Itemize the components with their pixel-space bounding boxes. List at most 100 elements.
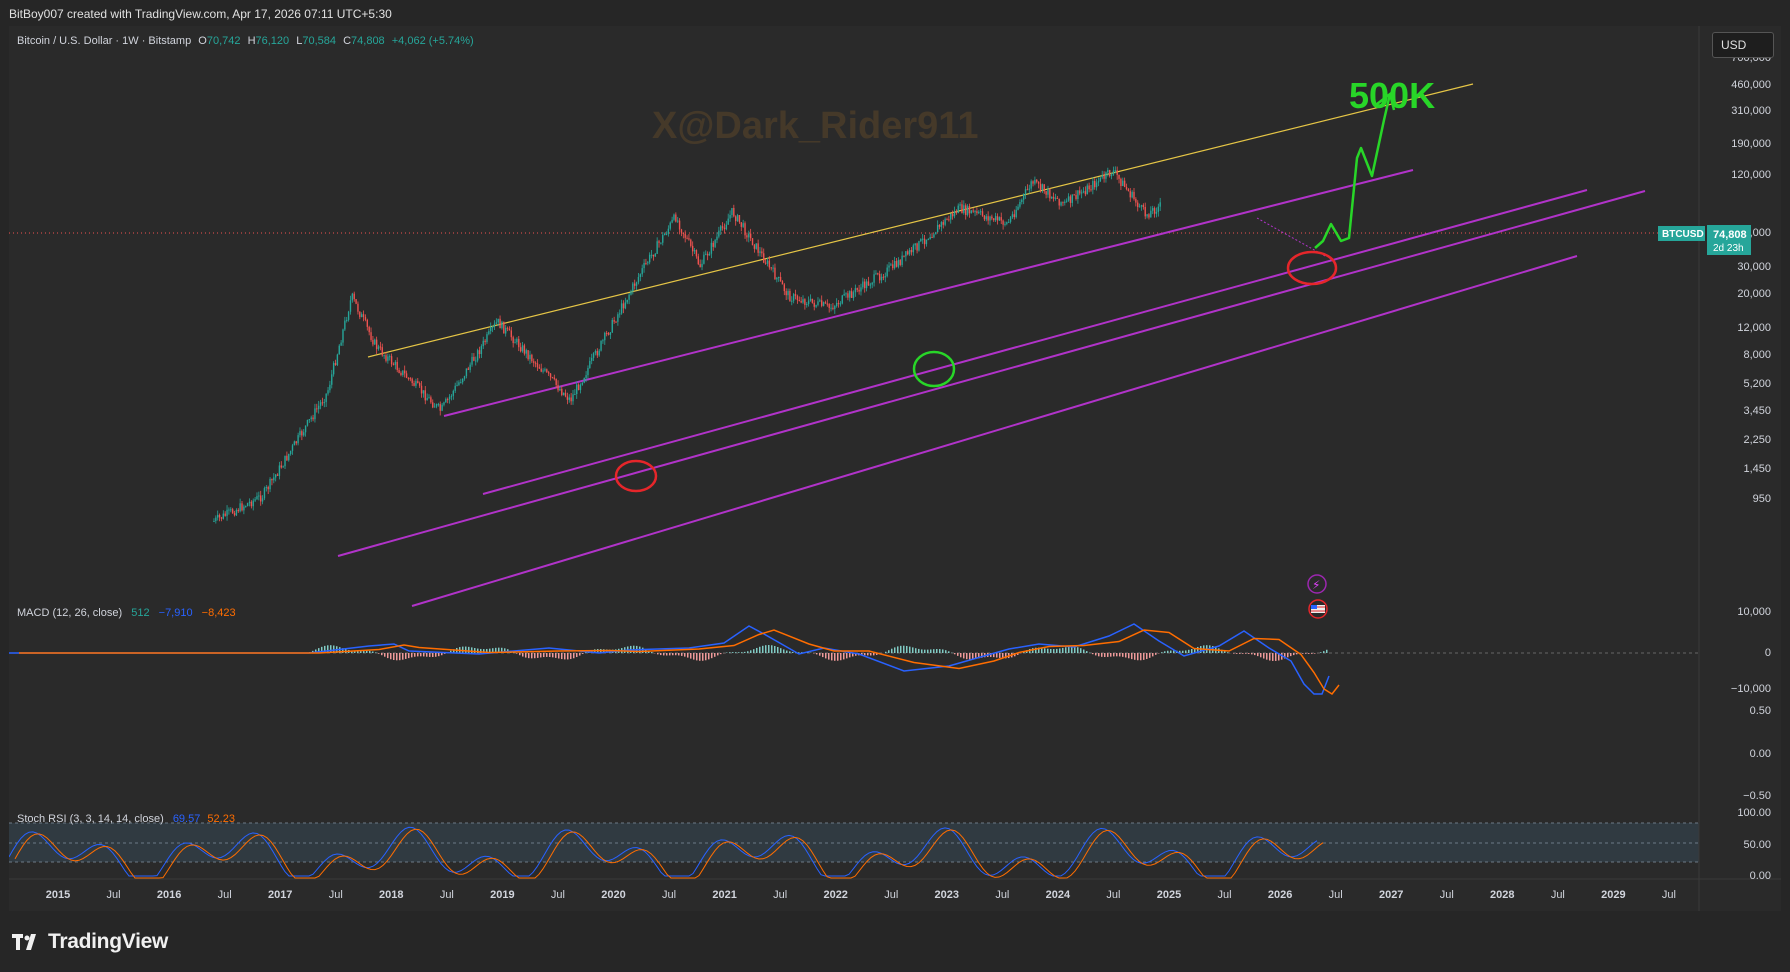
macd-histogram-bar — [1287, 653, 1289, 658]
channel-line-1[interactable] — [443, 169, 1414, 417]
macd-histogram-bar — [678, 653, 680, 656]
candle-body — [284, 455, 286, 467]
macd-histogram-bar — [1053, 649, 1055, 653]
macd-histogram-bar — [1128, 653, 1130, 659]
candle-body — [925, 239, 928, 245]
candle-body — [1052, 196, 1055, 199]
candle-body — [551, 377, 554, 379]
candle-body — [792, 294, 795, 301]
candle-body — [555, 378, 557, 385]
channel-line-4[interactable] — [411, 255, 1578, 607]
candle-body — [235, 509, 238, 516]
tradingview-logo[interactable]: TradingView — [12, 930, 168, 954]
top-resistance-line[interactable] — [367, 83, 1474, 358]
candle-body — [830, 307, 832, 309]
candle-body — [736, 215, 739, 222]
candle-body — [493, 323, 496, 327]
candle-body — [946, 219, 948, 221]
candle-body — [243, 506, 245, 511]
macd-histogram-bar — [957, 653, 959, 656]
channel-line-3[interactable] — [337, 190, 1646, 557]
candle-body — [880, 276, 883, 281]
macd-histogram-bar — [765, 645, 767, 653]
macd-histogram-bar — [675, 653, 677, 656]
candle-body — [533, 361, 535, 363]
macd-signal-line — [19, 629, 1340, 695]
candle-body — [454, 385, 456, 391]
event-icon-earnings[interactable]: ⚡ — [1307, 574, 1327, 594]
candle-body — [506, 327, 509, 329]
short-trend-line[interactable] — [1256, 217, 1326, 257]
candle-body — [920, 239, 922, 242]
macd-histogram-bar — [1161, 652, 1163, 653]
macd-histogram-bar — [684, 653, 686, 657]
red-circle-2026-low[interactable] — [1286, 250, 1338, 286]
macd-histogram-bar — [1275, 653, 1277, 661]
price-tick-label: 1,450 — [1743, 463, 1771, 475]
candle-body — [1088, 185, 1090, 190]
candle-body — [877, 273, 879, 275]
candle-body — [1135, 198, 1137, 203]
candle-body — [407, 377, 410, 379]
candle-body — [882, 276, 885, 278]
macd-histogram-bar — [996, 653, 998, 658]
candle-body — [598, 350, 600, 356]
candle-body — [940, 222, 943, 227]
candle-body — [583, 378, 585, 383]
channel-line-2[interactable] — [482, 189, 1588, 495]
time-tick-label: 2023 — [935, 889, 959, 901]
macd-histogram-bar — [1047, 648, 1049, 653]
us-flag-icon[interactable] — [1308, 599, 1328, 619]
macd-histogram-bar — [1167, 650, 1169, 653]
change-value: +4,062 (+5.74%) — [392, 35, 474, 47]
macd-histogram-bar — [789, 651, 791, 653]
candle-body — [544, 369, 546, 371]
macd-histogram-bar — [567, 653, 569, 660]
candle-body — [965, 205, 967, 215]
macd-histogram-bar — [390, 653, 392, 660]
macd-histogram-bar — [651, 652, 653, 653]
time-tick-label: 2018 — [379, 889, 403, 901]
macd-histogram-bar — [387, 653, 389, 659]
macd-histogram-bar — [663, 653, 665, 656]
candle-body — [577, 384, 580, 391]
candle-body — [336, 354, 339, 366]
macd-histogram-bar — [681, 653, 683, 656]
macd-histogram-bar — [1179, 650, 1181, 653]
candle-body — [1110, 174, 1113, 177]
candle-body — [576, 384, 578, 395]
macd-histogram-bar — [843, 653, 845, 660]
macd-histogram-bar — [570, 653, 572, 660]
candle-body — [658, 241, 660, 243]
macd-histogram-bar — [579, 653, 581, 656]
green-projection-path[interactable] — [1314, 93, 1392, 249]
chart-canvas[interactable]: Bitcoin / U.S. Dollar · 1W · Bitstamp O7… — [9, 26, 1781, 911]
candle-body — [319, 402, 322, 406]
green-circle-2022-low[interactable] — [912, 350, 956, 388]
time-axis[interactable]: 2015 Jul 2016 Jul 2017 Jul 2018 Jul 2019 Jul 2020 J… — [46, 889, 1676, 901]
candle-body — [1105, 172, 1107, 179]
candle-body — [652, 254, 655, 257]
candle-body — [710, 242, 713, 254]
candle-body — [669, 222, 671, 229]
macd-histogram-bar — [948, 651, 950, 653]
chart-frame[interactable]: Bitcoin / U.S. Dollar · 1W · Bitstamp O7… — [9, 26, 1781, 911]
candle-body — [886, 267, 888, 277]
macd-histogram-bar — [396, 653, 398, 661]
candle-body — [398, 369, 400, 373]
macd-histogram-bar — [876, 653, 878, 655]
candle-body — [433, 406, 436, 408]
candle-body — [678, 220, 681, 230]
candle-body — [282, 466, 284, 468]
candle-body — [473, 356, 475, 361]
currency-button[interactable]: USD — [1712, 32, 1774, 58]
price-axis[interactable]: 700,000460,000310,000190,000120,00050,00… — [1731, 52, 1771, 882]
macd-histogram-bar — [1002, 653, 1004, 659]
candle-body — [314, 408, 316, 420]
candle-body — [929, 237, 931, 240]
candle-body — [1103, 175, 1105, 179]
macd-histogram-bar — [522, 653, 524, 657]
candle-body — [547, 372, 550, 374]
current-price-tag: BTCUSD 74,808 2d 23h — [1658, 225, 1751, 255]
red-circle-2020-low[interactable] — [614, 459, 658, 493]
